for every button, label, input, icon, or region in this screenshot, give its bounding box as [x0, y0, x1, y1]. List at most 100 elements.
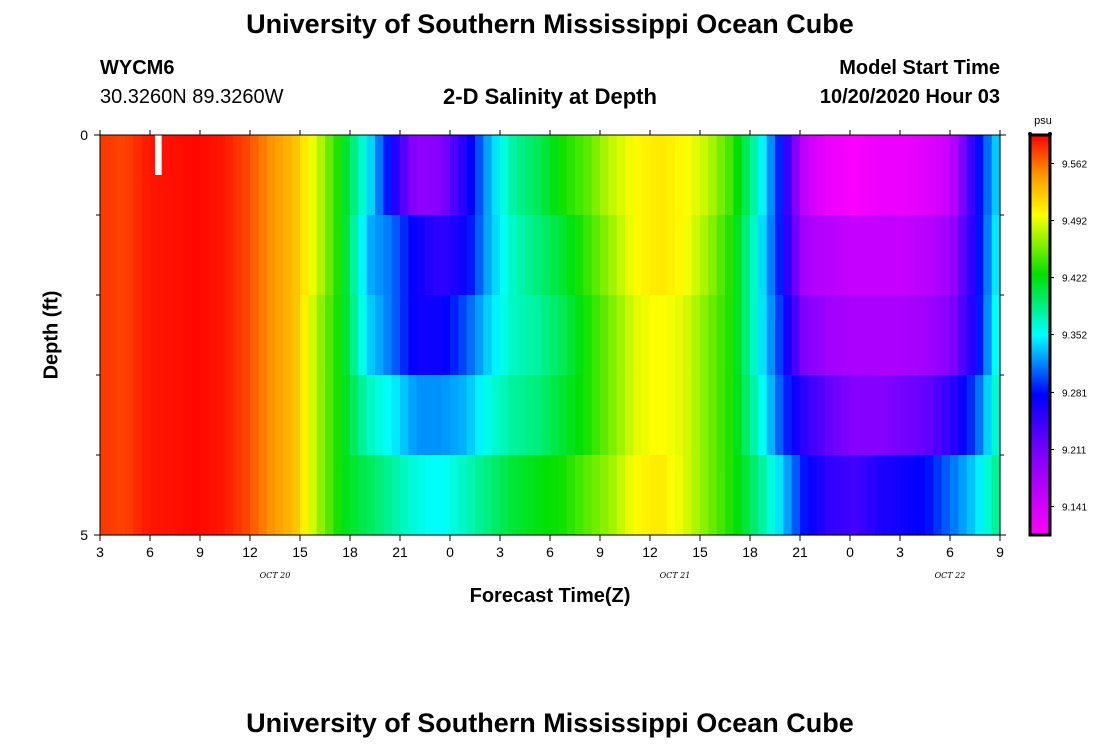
heatmap-cell — [850, 295, 859, 376]
heatmap-cell — [225, 375, 234, 456]
heatmap-cell — [900, 295, 909, 376]
heatmap-cell — [383, 295, 393, 376]
heatmap-cell — [575, 375, 584, 456]
heatmap-cell — [950, 455, 959, 536]
heatmap-cell — [725, 295, 734, 376]
heatmap-cell — [666, 135, 676, 216]
heatmap-cell — [441, 135, 451, 216]
heatmap-cell — [991, 135, 1001, 216]
heatmap-cell — [366, 295, 376, 376]
heatmap-cell — [558, 455, 568, 536]
heatmap-cell — [391, 135, 401, 216]
heatmap-cell — [208, 295, 218, 376]
heatmap-cell — [866, 135, 876, 216]
heatmap-cell — [825, 215, 834, 296]
heatmap-cell — [208, 455, 218, 536]
heatmap-cell — [300, 135, 309, 216]
heatmap-cell — [250, 135, 259, 216]
heatmap-cell — [100, 375, 109, 456]
heatmap-cell — [958, 455, 968, 536]
heatmap-cell — [125, 455, 134, 536]
heatmap-cell — [725, 375, 734, 456]
heatmap-cell — [350, 215, 359, 296]
heatmap-cell — [683, 135, 693, 216]
heatmap-cell — [558, 135, 568, 216]
heatmap-cell — [675, 375, 684, 456]
heatmap-cell — [275, 455, 284, 536]
heatmap-cell — [466, 295, 476, 376]
heatmap-cell — [500, 215, 509, 296]
heatmap-cell — [416, 135, 426, 216]
colorbar-tick-label: 9.562 — [1062, 160, 1087, 171]
heatmap-cell — [900, 375, 909, 456]
heatmap-cell — [950, 295, 959, 376]
heatmap-cell — [841, 295, 851, 376]
y-tick-label: 5 — [80, 527, 88, 543]
heatmap-cell — [458, 215, 468, 296]
heatmap-cell — [316, 455, 326, 536]
heatmap-cell — [658, 215, 668, 296]
heatmap-cell — [641, 135, 651, 216]
heatmap-cell — [266, 215, 276, 296]
heatmap-cell — [175, 375, 184, 456]
heatmap-cell — [191, 215, 201, 296]
heatmap-cell — [550, 375, 559, 456]
x-tick-label: 18 — [742, 544, 758, 560]
heatmap-cell — [225, 455, 234, 536]
heatmap-cell — [541, 455, 551, 536]
heatmap-cell — [266, 135, 276, 216]
heatmap-cell — [216, 135, 226, 216]
heatmap-cell — [283, 295, 293, 376]
heatmap-cell — [875, 215, 884, 296]
heatmap-cell — [200, 135, 209, 216]
heatmap-cell — [858, 455, 868, 536]
heatmap-cell — [533, 215, 543, 296]
heatmap-cell — [800, 375, 809, 456]
heatmap-cell — [400, 135, 409, 216]
heatmap-cell — [575, 215, 584, 296]
heatmap-cell — [541, 135, 551, 216]
heatmap-cell — [858, 295, 868, 376]
heatmap-cell — [116, 295, 126, 376]
heatmap-cell — [616, 135, 626, 216]
heatmap-cell — [633, 375, 643, 456]
heatmap-cell — [858, 215, 868, 296]
heatmap-cell — [616, 215, 626, 296]
heatmap-cell — [416, 295, 426, 376]
heatmap-cell — [191, 375, 201, 456]
heatmap-cell — [750, 375, 759, 456]
heatmap-cell — [750, 135, 759, 216]
heatmap-cell — [716, 135, 726, 216]
heatmap-cell — [833, 135, 843, 216]
heatmap-cell — [133, 455, 143, 536]
heatmap-cell — [616, 295, 626, 376]
heatmap-cell — [891, 295, 901, 376]
heatmap-cell — [108, 215, 118, 296]
heatmap-cell — [508, 455, 518, 536]
x-tick-label: 6 — [146, 544, 154, 560]
heatmap-cell — [741, 135, 751, 216]
heatmap-cell — [133, 375, 143, 456]
heatmap-cell — [916, 375, 926, 456]
heatmap-cell — [816, 295, 826, 376]
heatmap-cell — [566, 135, 576, 216]
heatmap-cell — [908, 135, 918, 216]
heatmap-cell — [866, 295, 876, 376]
heatmap-cell — [916, 455, 926, 536]
heatmap-cell — [891, 215, 901, 296]
heatmap-cell — [783, 455, 793, 536]
heatmap-cell — [166, 135, 176, 216]
heatmap-cell — [875, 455, 884, 536]
heatmap-cell — [983, 135, 993, 216]
heatmap-cell — [125, 135, 134, 216]
heatmap-cell — [475, 135, 484, 216]
heatmap-cell — [241, 455, 251, 536]
heatmap-cell — [533, 295, 543, 376]
x-day-label: OCT 20 — [260, 571, 291, 580]
heatmap-cell — [266, 375, 276, 456]
y-tick-label: 0 — [80, 127, 88, 143]
heatmap-cell — [491, 135, 501, 216]
heatmap-cell — [233, 295, 243, 376]
heatmap-cell — [583, 295, 593, 376]
heatmap-cell — [800, 295, 809, 376]
